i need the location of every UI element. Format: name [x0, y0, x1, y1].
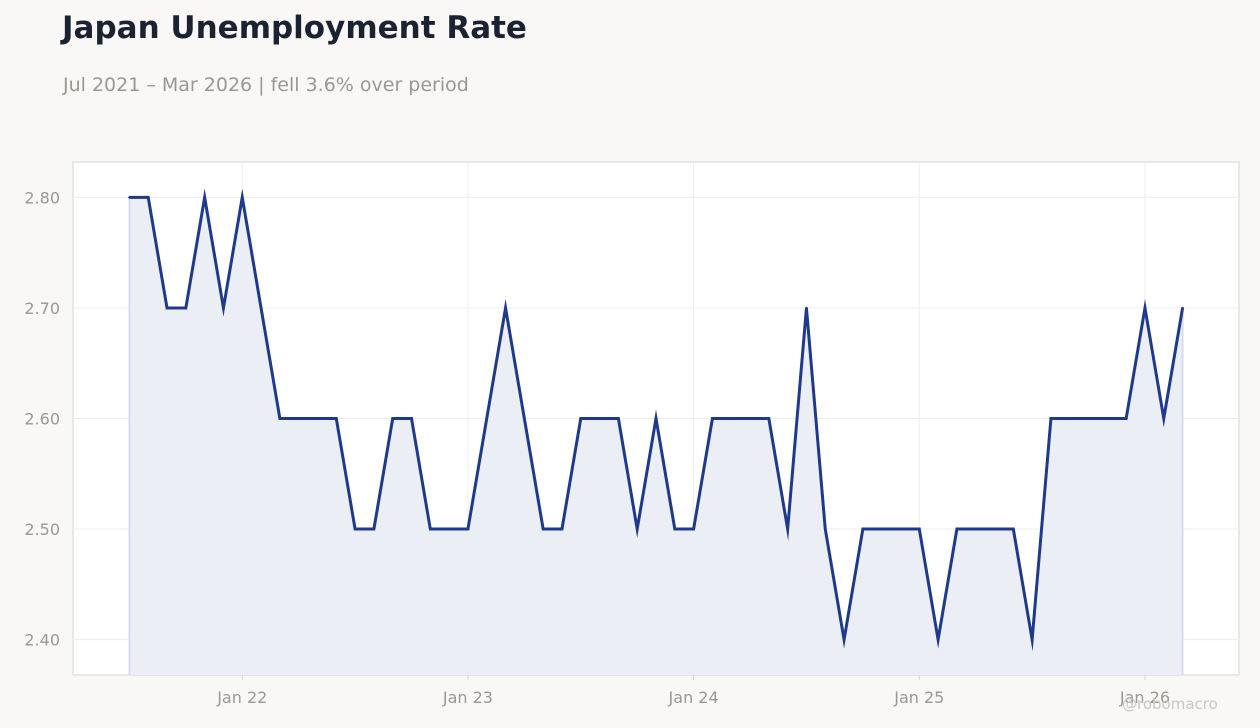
- data-point: [485, 417, 488, 420]
- data-point: [1012, 527, 1015, 531]
- data-point: [523, 417, 526, 420]
- data-point: [1049, 417, 1053, 420]
- watermark: @robomacro: [1122, 695, 1218, 713]
- data-point: [635, 527, 639, 531]
- data-point: [1181, 306, 1184, 310]
- data-point: [748, 417, 752, 420]
- y-tick-label: 2.80: [24, 188, 60, 207]
- data-point: [165, 306, 169, 310]
- data-point: [824, 527, 827, 531]
- data-point: [147, 196, 150, 199]
- data-point: [955, 527, 959, 531]
- data-point: [880, 527, 883, 531]
- data-point: [918, 527, 921, 531]
- y-axis-tick-labels: 2.40 2.50 2.60 2.70 2.80: [24, 188, 60, 649]
- data-point: [786, 527, 789, 531]
- y-tick-label: 2.60: [24, 410, 60, 429]
- data-point: [241, 196, 244, 199]
- data-point: [504, 306, 507, 310]
- data-point: [429, 527, 432, 531]
- data-point: [767, 417, 771, 420]
- data-point: [184, 306, 188, 310]
- x-tick-label: Jan 22: [216, 688, 267, 707]
- data-point: [1106, 417, 1109, 420]
- x-tick-label: Jan 23: [442, 688, 493, 707]
- data-point: [560, 527, 564, 531]
- data-point: [222, 306, 225, 310]
- chart-subtitle: Jul 2021 – Mar 2026 | fell 3.6% over per…: [63, 74, 469, 96]
- data-point: [278, 417, 282, 420]
- data-point: [541, 527, 545, 531]
- data-point: [297, 417, 300, 420]
- data-point: [391, 417, 394, 420]
- data-point: [259, 306, 263, 310]
- data-point: [316, 417, 319, 420]
- data-point: [1068, 417, 1071, 420]
- data-point: [899, 527, 902, 531]
- data-point: [936, 638, 940, 641]
- data-point: [1087, 417, 1090, 420]
- data-point: [711, 417, 714, 420]
- data-point: [805, 306, 808, 310]
- data-point: [1124, 417, 1128, 420]
- data-point: [579, 417, 582, 420]
- y-tick-label: 2.40: [24, 631, 60, 650]
- data-point: [842, 638, 846, 641]
- data-point: [335, 417, 338, 420]
- data-point: [353, 527, 357, 531]
- data-point: [730, 417, 733, 420]
- data-point: [974, 527, 977, 531]
- x-tick-label: Jan 24: [668, 688, 719, 707]
- data-point: [128, 196, 131, 199]
- data-point: [654, 417, 658, 420]
- data-point: [993, 527, 996, 531]
- data-point: [617, 417, 620, 420]
- x-axis-tick-labels: Jan 22 Jan 23 Jan 24 Jan 25 Jan 26: [216, 688, 1170, 707]
- data-point: [1143, 306, 1147, 310]
- y-tick-label: 2.50: [24, 520, 60, 539]
- data-points: [128, 196, 1184, 641]
- x-tick-label: Jan 25: [893, 688, 944, 707]
- data-point: [447, 527, 451, 531]
- data-point: [1030, 638, 1034, 641]
- data-point: [203, 196, 206, 199]
- data-point: [598, 417, 601, 420]
- data-point: [466, 527, 470, 531]
- x-tick-label: Jan 26: [1119, 688, 1170, 707]
- data-point: [673, 527, 677, 531]
- data-point: [692, 527, 695, 531]
- data-point: [861, 527, 865, 531]
- y-tick-label: 2.70: [24, 299, 60, 318]
- data-point: [372, 527, 376, 531]
- data-point: [1162, 417, 1165, 420]
- data-point: [410, 417, 413, 420]
- area-fill: [129, 197, 1183, 675]
- chart-title: Japan Unemployment Rate: [62, 10, 527, 46]
